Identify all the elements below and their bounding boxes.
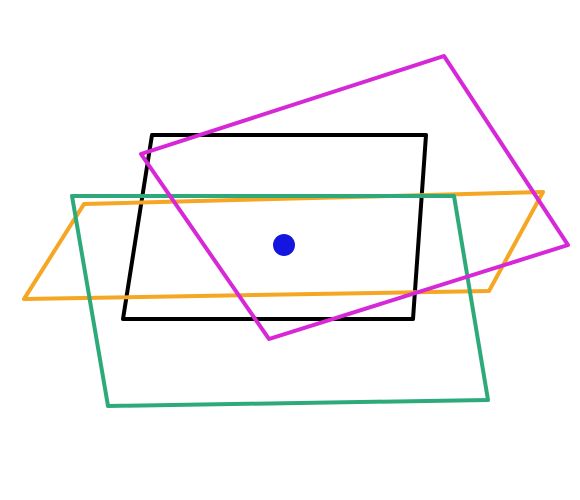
diagram-canvas (0, 0, 580, 500)
green-parallelogram (72, 196, 488, 406)
center-dot (273, 234, 295, 256)
